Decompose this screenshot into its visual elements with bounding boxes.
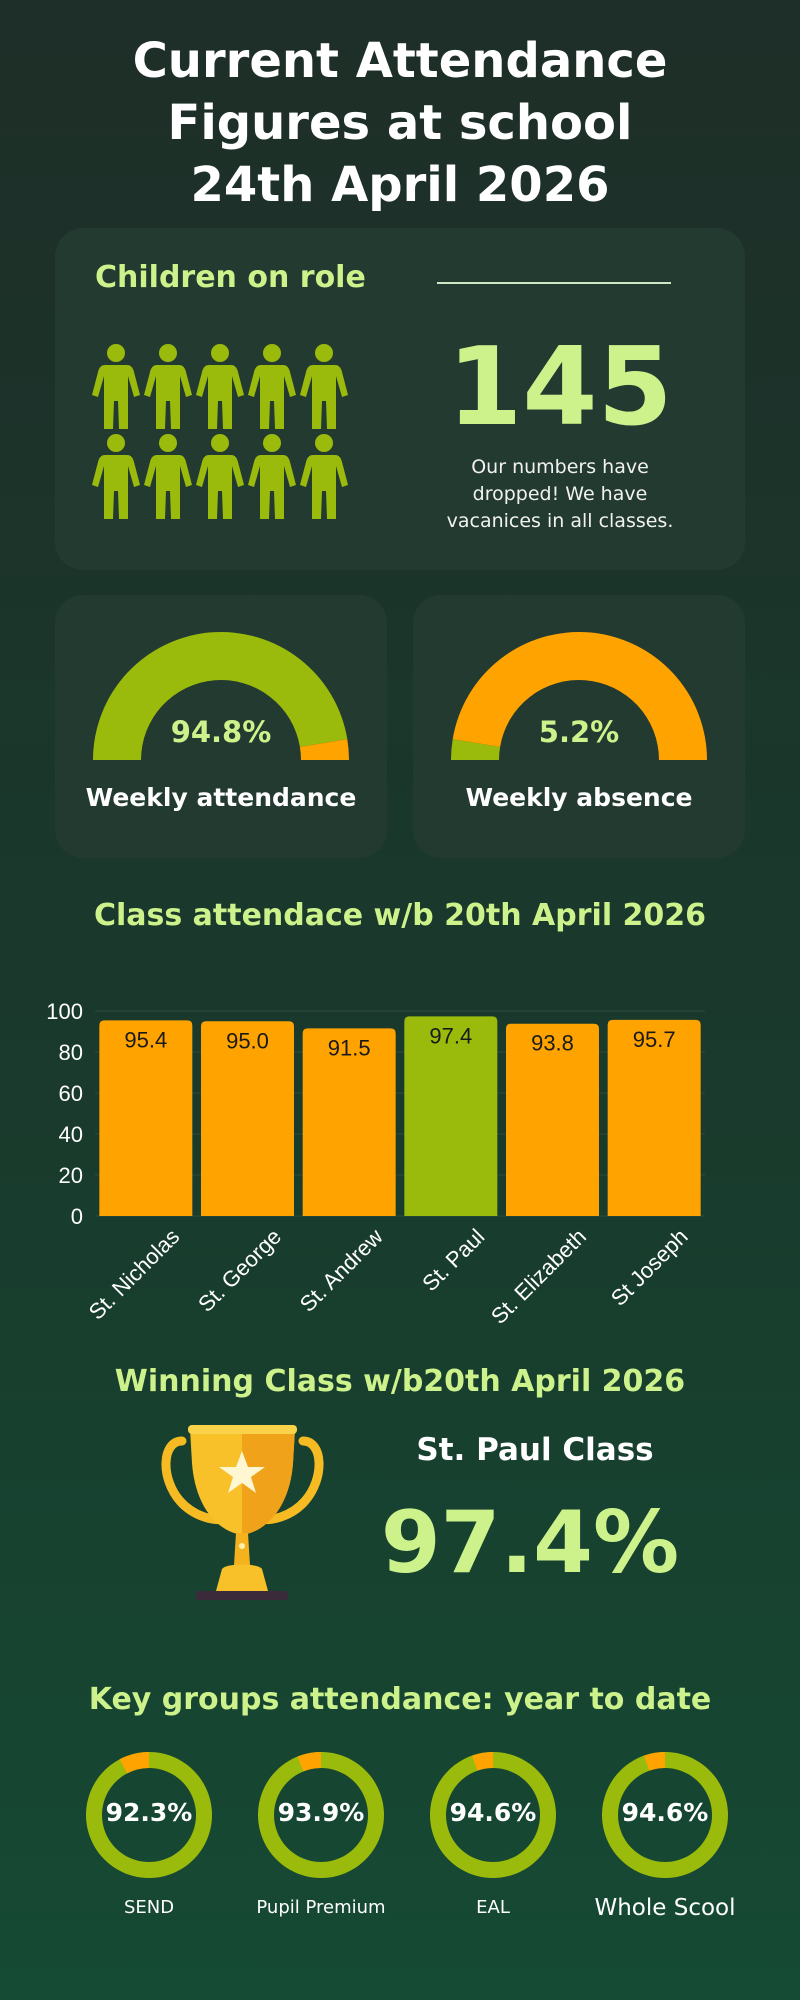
bar [99, 1020, 193, 1216]
bar-data-label: 95.0 [226, 1028, 269, 1053]
class-attendance-heading: Class attendace w/b 20th April 2026 [93, 898, 707, 933]
eal-label: EAL [476, 1897, 510, 1918]
children-count: 145 [447, 325, 673, 450]
person-icon [248, 344, 296, 429]
winning-class-name: St. Paul Class [416, 1432, 654, 1468]
people-icons [91, 343, 351, 533]
bar [607, 1019, 701, 1216]
gauge-rest [452, 631, 707, 760]
title-line-1: Current Attendance [132, 33, 668, 89]
eal-value: 94.6% [449, 1798, 537, 1827]
send-value: 92.3% [105, 1798, 193, 1827]
weekly-absence-label: Weekly absence [465, 783, 693, 812]
children-on-role-heading: Children on role [95, 260, 366, 295]
y-tick-label: 80 [59, 1040, 83, 1065]
x-tick-label: St. Andrew [295, 1224, 388, 1317]
weekly-attendance-gauge [93, 631, 349, 760]
weekly-absence-card: 5.2% Weekly absence [413, 595, 745, 858]
weekly-absence-value: 5.2% [538, 715, 620, 749]
bar [302, 1028, 396, 1216]
person-icon [300, 344, 348, 429]
x-tick-label: St. Elizabeth [486, 1224, 591, 1329]
person-icon [92, 344, 140, 429]
children-note: Our numbers have dropped! We have vacani… [446, 456, 674, 532]
pupil-premium-donut [258, 1752, 384, 1878]
eal-donut [430, 1752, 556, 1878]
children-on-role-card: Children on role 145 Our numbers have dr… [55, 228, 745, 570]
y-tick-label: 0 [71, 1204, 83, 1229]
divider-line [437, 282, 671, 284]
x-tick-label: St Joseph [606, 1224, 693, 1311]
send-donut [86, 1752, 212, 1878]
whole-school-donut [602, 1752, 728, 1878]
key-group-whole-school: 94.6% Whole Scool [579, 1752, 751, 1921]
gauge-fill [451, 739, 501, 760]
y-tick-label: 60 [59, 1081, 83, 1106]
whole-school-value: 94.6% [621, 1798, 709, 1827]
bar [201, 1021, 294, 1216]
donut-rest [644, 1752, 665, 1771]
bar [404, 1016, 498, 1216]
x-tick-label: St. Nicholas [84, 1224, 185, 1325]
weekly-absence-gauge [451, 631, 707, 760]
winning-class-heading: Winning Class w/b20th April 2026 [114, 1364, 686, 1399]
donut-rest [297, 1752, 321, 1772]
gauge-fill [93, 631, 348, 760]
key-group-pupil-premium: 93.9% Pupil Premium [235, 1752, 407, 1918]
x-tick-label: St. Paul [417, 1224, 489, 1296]
bar-data-label: 95.4 [124, 1027, 167, 1052]
person-icon [92, 434, 140, 519]
person-icon [300, 434, 348, 519]
key-groups-heading: Key groups attendance: year to date [88, 1682, 712, 1717]
winning-class-value: 97.4% [380, 1493, 680, 1593]
y-tick-label: 100 [46, 999, 83, 1024]
gauge-rest [299, 739, 349, 760]
weekly-attendance-card: 94.8% Weekly attendance [55, 595, 387, 858]
page-title: Current Attendance Figures at school 24t… [0, 30, 800, 216]
bar [506, 1023, 599, 1216]
pupil-premium-value: 93.9% [277, 1798, 365, 1827]
title-line-2: Figures at school [167, 95, 633, 151]
whole-school-label: Whole Scool [594, 1895, 736, 1921]
weekly-attendance-label: Weekly attendance [85, 783, 357, 812]
key-group-eal: 94.6% EAL [407, 1752, 579, 1918]
donut-rest [119, 1752, 149, 1774]
bar-data-label: 97.4 [429, 1023, 472, 1048]
person-icon [196, 344, 244, 429]
bar-data-label: 91.5 [328, 1035, 371, 1060]
title-line-3: 24th April 2026 [190, 157, 610, 213]
send-label: SEND [123, 1897, 175, 1918]
class-attendance-bar-chart: 0 20 40 60 80 100 95.4 St. Nicholas 95.0 St. Geor… [46, 999, 705, 1329]
bar-data-label: 95.7 [633, 1027, 676, 1052]
person-icon [144, 434, 192, 519]
x-tick-label: St. George [193, 1224, 286, 1317]
weekly-attendance-value: 94.8% [170, 715, 272, 749]
pupil-premium-label: Pupil Premium [256, 1897, 386, 1918]
person-icon [144, 344, 192, 429]
bar-data-label: 93.8 [531, 1031, 574, 1056]
person-icon [248, 434, 296, 519]
trophy-icon [161, 1425, 324, 1600]
key-group-send: 92.3% SEND [63, 1752, 235, 1918]
person-icon [196, 434, 244, 519]
donut-rest [472, 1752, 493, 1771]
y-tick-label: 20 [59, 1163, 83, 1188]
y-tick-label: 40 [59, 1122, 83, 1147]
